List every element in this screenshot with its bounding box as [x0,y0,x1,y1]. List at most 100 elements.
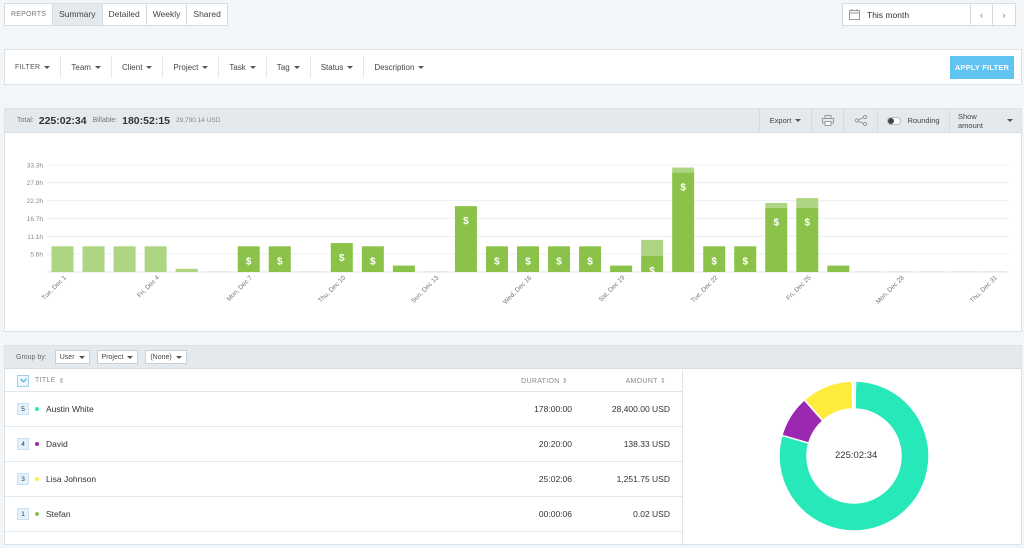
billable-dollar-marker: $ [742,256,748,267]
rounding-label: Rounding [907,116,940,125]
print-button[interactable] [811,109,843,132]
summary-header: Total: 225:02:34 Billable: 180:52:15 29,… [5,109,1021,133]
chart-bar-billable [579,246,602,272]
report-tabs: REPORTS Summary Detailed Weekly Shared [4,3,228,26]
y-tick-label: 5.6h [30,252,43,259]
filter-description[interactable]: Description [364,56,434,78]
apply-filter-button[interactable]: APPLY FILTER [950,56,1014,79]
billable-dollar-marker: $ [494,256,500,267]
donut-slice[interactable] [852,380,857,410]
group-select-1[interactable]: User [54,350,90,364]
filter-tag-label: Tag [276,62,290,72]
user-color-dot [35,442,39,446]
table-row[interactable]: 4 David 20:20:00 138.33 USD [5,427,682,462]
y-tick-label: 33.3h [27,163,44,170]
show-amount-label: Show amount [958,111,984,130]
group-select-1-label: User [59,353,75,361]
tab-detailed[interactable]: Detailed [103,4,147,25]
share-button[interactable] [843,109,877,132]
caret-down-icon [249,65,256,69]
duration-column-header[interactable]: DURATION ⇕ [521,377,568,385]
billable-value: 180:52:15 [122,114,170,127]
chart-bar-nonbillable [113,246,136,272]
chart-bar-nonbillable [672,167,695,173]
donut-center-total: 225:02:34 [835,450,878,461]
chart-actions: Export Rounding Show amount [759,109,1021,132]
tab-reports[interactable]: REPORTS [5,4,54,25]
row-duration: 178:00:00 [534,404,572,414]
y-tick-label: 22.2h [27,198,44,205]
prev-period-button[interactable]: ‹ [971,4,993,25]
row-duration: 25:02:06 [538,474,572,484]
filter-client[interactable]: Client [112,56,164,78]
chart-bar-nonbillable [641,239,664,256]
entry-count-badge: 4 [17,438,29,450]
chart-bar-billable [734,246,757,272]
table-row[interactable]: 3 Lisa Johnson 25:02:06 1,251.75 USD [5,462,682,497]
chart-bar-nonbillable [796,198,819,208]
filter-tag[interactable]: Tag [267,56,311,78]
printer-icon [821,115,834,126]
duration-header-label: DURATION [521,377,560,385]
x-tick-label: Sat, Dec 19 [598,274,627,303]
next-period-button[interactable]: › [1002,9,1006,20]
chart-bar-empty [423,271,446,272]
caret-down-icon [202,65,209,69]
total-label: Total: [17,117,34,124]
filter-dropdown[interactable]: FILTER [5,56,62,78]
row-duration: 00:00:06 [538,509,572,519]
billable-dollar-marker: $ [339,253,345,264]
export-button[interactable]: Export [759,109,811,132]
billable-dollar-marker: $ [463,216,469,227]
chart-panel: Total: 225:02:34 Billable: 180:52:15 29,… [4,108,1022,332]
filter-task[interactable]: Task [219,56,267,78]
chart-bar-billable [517,246,539,272]
filter-team[interactable]: Team [61,56,112,78]
chart-bar-nonbillable [765,202,788,208]
expand-all-button[interactable] [17,374,29,387]
user-color-dot [35,407,39,411]
sort-icon: ⇕ [561,377,568,385]
date-range-picker: This month ‹ › [842,3,1016,26]
billable-dollar-marker: $ [773,218,779,229]
table-row[interactable]: 1 Stefan 00:00:06 0.02 USD [5,497,682,532]
chevron-down-icon [19,378,27,383]
sort-icon[interactable]: ⇕ [58,377,65,385]
billable-dollar-marker: $ [649,266,655,277]
caret-down-icon [44,65,51,69]
filter-status-label: Status [320,62,344,72]
donut-slice[interactable] [778,380,930,532]
chart-bar-billable [237,246,260,272]
chart-bar-billable [703,246,726,272]
amount-column-header[interactable]: AMOUNT ⇕ [626,377,666,385]
sort-icon: ⇕ [659,377,666,385]
row-duration: 20:20:00 [538,439,572,449]
show-amount-dropdown[interactable]: Show amount [949,109,1021,132]
group-select-2[interactable]: Project [96,350,139,364]
user-color-dot [35,512,39,516]
filter-status[interactable]: Status [311,56,365,78]
toggle-switch[interactable] [887,116,902,125]
chart-bar-billable [268,246,291,272]
title-column-header[interactable]: TITLE [35,377,56,384]
amount-header-label: AMOUNT [625,377,658,385]
group-select-3[interactable]: (None) [145,350,187,364]
user-color-dot [35,477,39,481]
table-row[interactable]: 5 Austin White 178:00:00 28,400.00 USD [5,392,682,427]
tab-summary[interactable]: Summary [53,4,103,25]
billable-dollar-marker: $ [587,256,593,267]
filter-task-label: Task [229,62,246,72]
top-bar: REPORTS Summary Detailed Weekly Shared T… [4,3,1016,27]
x-tick-label: Fri, Dec 25 [785,274,813,302]
tab-shared[interactable]: Shared [193,9,221,19]
chart-bar-billable [485,246,508,272]
group-by-label: Group by: [16,353,47,361]
tab-weekly[interactable]: Weekly [147,4,188,25]
chart-bar-empty [858,271,881,272]
filter-project[interactable]: Project [163,56,220,78]
billable-dollar-marker: $ [370,256,376,267]
rounding-toggle[interactable]: Rounding [877,109,949,132]
filter-description-label: Description [374,62,415,72]
date-range-button[interactable]: This month [843,4,971,25]
share-icon [854,115,867,126]
